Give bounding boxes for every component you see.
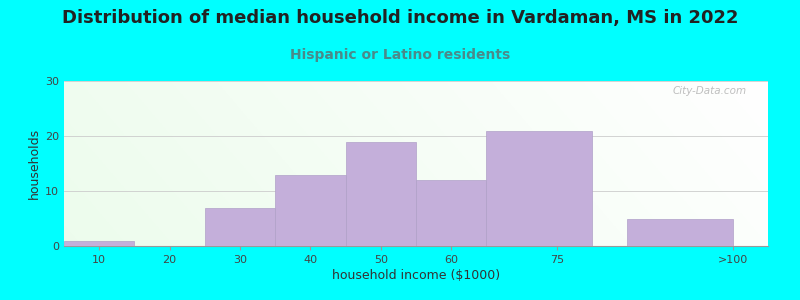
Y-axis label: households: households (28, 128, 41, 199)
Bar (416, 180, 486, 246)
Bar (346, 142, 416, 246)
Bar (64, 241, 134, 246)
Bar (486, 130, 592, 246)
Text: Distribution of median household income in Vardaman, MS in 2022: Distribution of median household income … (62, 9, 738, 27)
Bar (627, 218, 733, 246)
Bar (275, 175, 346, 246)
Text: Hispanic or Latino residents: Hispanic or Latino residents (290, 48, 510, 62)
X-axis label: household income ($1000): household income ($1000) (332, 269, 500, 282)
Text: City-Data.com: City-Data.com (673, 86, 747, 96)
Bar (205, 208, 275, 246)
